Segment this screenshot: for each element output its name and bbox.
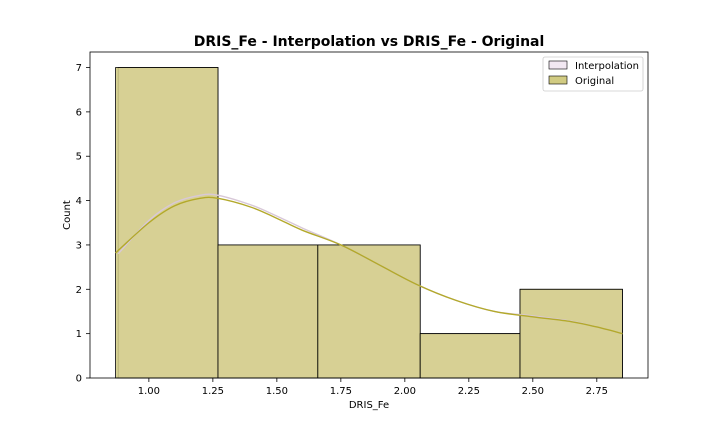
legend-label-original: Original [575, 76, 614, 87]
histogram-bar-original-1 [217, 244, 319, 379]
y-tick-label: 5 [76, 152, 82, 163]
x-tick-label: 1.00 [138, 386, 160, 397]
legend-swatch-interpolation [548, 60, 568, 70]
histogram-bar-original-4 [519, 288, 623, 379]
x-tick-label: 1.75 [330, 386, 352, 397]
y-tick-label: 4 [76, 196, 82, 207]
kde-layer [115, 193, 623, 335]
y-tick-label: 2 [76, 285, 82, 296]
histogram-bar-original-3 [419, 333, 521, 379]
x-tick-label: 1.25 [202, 386, 224, 397]
legend-box [542, 56, 644, 92]
plot-frame [89, 51, 649, 379]
y-tick-label: 1 [76, 329, 82, 340]
histogram-bar-original-0 [115, 67, 219, 379]
x-tick-label: 2.25 [458, 386, 480, 397]
chart-title: DRIS_Fe - Interpolation vs DRIS_Fe - Ori… [194, 34, 545, 50]
y-axis-ticks: 0 1 2 3 4 5 6 7 [76, 63, 90, 385]
x-axis-label: DRIS_Fe [349, 400, 389, 411]
y-tick-label: 3 [76, 240, 82, 251]
y-axis-label: Count [62, 200, 73, 230]
y-tick-label: 0 [76, 374, 82, 385]
x-axis-ticks: 1.00 1.25 1.50 1.75 2.00 2.25 2.50 2.75 [138, 378, 608, 397]
legend-swatch-original [548, 75, 568, 85]
x-tick-label: 2.75 [586, 386, 608, 397]
y-tick-label: 6 [76, 107, 82, 118]
legend: Interpolation Original [542, 56, 644, 92]
bars-layer [115, 67, 623, 379]
histogram-bar-original-2 [317, 244, 421, 379]
x-tick-label: 2.50 [522, 386, 544, 397]
x-tick-label: 1.50 [266, 386, 288, 397]
kde-line-original [115, 196, 623, 335]
legend-label-interpolation: Interpolation [575, 61, 639, 72]
x-tick-label: 2.00 [394, 386, 416, 397]
y-tick-label: 7 [76, 63, 82, 74]
